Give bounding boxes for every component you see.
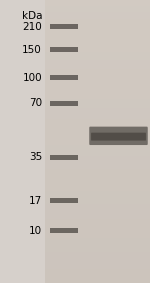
FancyBboxPatch shape bbox=[50, 228, 78, 233]
FancyBboxPatch shape bbox=[50, 101, 78, 106]
Text: 70: 70 bbox=[29, 98, 42, 108]
Text: 100: 100 bbox=[22, 73, 42, 83]
Text: 210: 210 bbox=[22, 22, 42, 32]
Text: 10: 10 bbox=[29, 226, 42, 236]
Text: kDa: kDa bbox=[21, 11, 42, 21]
FancyBboxPatch shape bbox=[91, 133, 146, 141]
FancyBboxPatch shape bbox=[50, 24, 78, 29]
FancyBboxPatch shape bbox=[50, 47, 78, 52]
FancyBboxPatch shape bbox=[50, 75, 78, 80]
FancyBboxPatch shape bbox=[89, 127, 148, 145]
Text: 17: 17 bbox=[29, 196, 42, 206]
FancyBboxPatch shape bbox=[50, 198, 78, 203]
Text: 150: 150 bbox=[22, 44, 42, 55]
FancyBboxPatch shape bbox=[50, 155, 78, 160]
Text: 35: 35 bbox=[29, 152, 42, 162]
